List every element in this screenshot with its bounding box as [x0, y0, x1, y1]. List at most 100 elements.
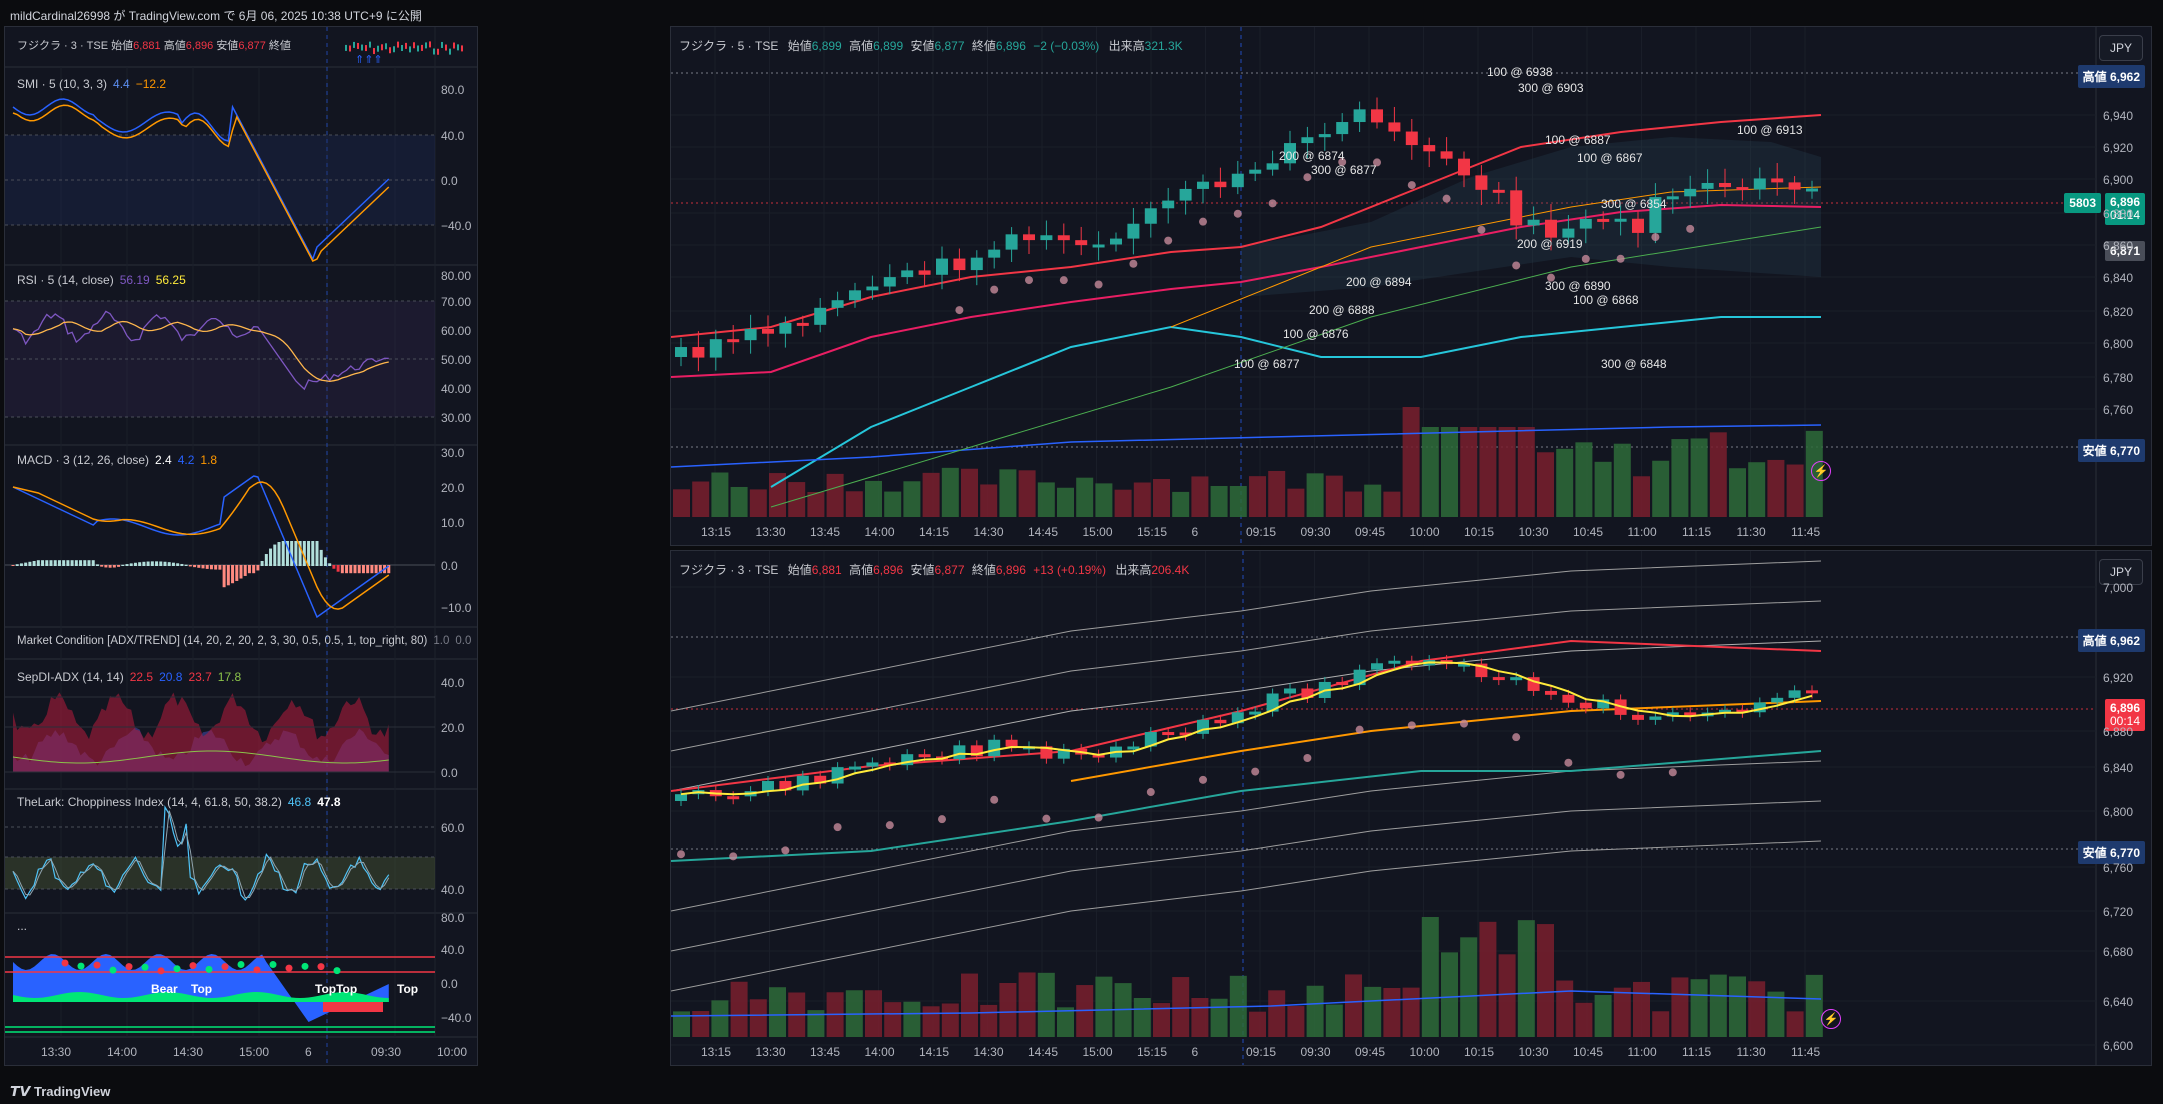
volume-bar — [903, 1001, 921, 1037]
time-label: 10:15 — [1464, 525, 1495, 539]
time-label: 13:45 — [810, 525, 841, 539]
top-currency-button[interactable]: JPY — [2099, 35, 2143, 61]
volume-bar — [1268, 470, 1286, 517]
time-label: 14:30 — [973, 1045, 1004, 1059]
top-chart-panel[interactable]: フジクラ · 5 · TSE 始値6,899 高値6,899 安値6,877 終… — [670, 26, 2152, 546]
last-indicator-legend[interactable]: ... — [17, 919, 27, 933]
candle-body — [1806, 188, 1818, 192]
candle-body — [1753, 178, 1766, 190]
signal-dot — [1564, 758, 1573, 767]
time-label: 6 — [305, 1045, 312, 1059]
bottom-chart-panel[interactable]: フジクラ · 3 · TSE 始値6,881 高値6,896 安値6,877 終… — [670, 550, 2152, 1066]
envelope-line — [671, 600, 1822, 752]
bottom-symbol-legend[interactable]: フジクラ · 3 · TSE 始値6,881 高値6,896 安値6,877 終… — [679, 561, 1189, 578]
macd-histogram-bar — [28, 561, 32, 566]
y-axis-label: 0.0 — [441, 766, 458, 780]
mini-candle — [349, 45, 351, 52]
time-label: 14:45 — [1028, 525, 1059, 539]
time-label: 10:00 — [1409, 1045, 1440, 1059]
sepdi-legend[interactable]: SepDI-ADX (14, 14) 22.5 20.8 23.7 17.8 — [17, 670, 241, 684]
chop-title: TheLark: Choppiness Index (14, 4, 61.8, … — [17, 795, 282, 809]
tradingview-footer: 𝙏𝙑 TradingView — [0, 1076, 2163, 1104]
mini-arrows: ⇑⇑⇑ — [355, 54, 383, 66]
candle-body — [1162, 200, 1175, 209]
macd-histogram-bar — [357, 565, 361, 574]
smi-signal-line — [12, 104, 390, 262]
volume-bar — [1287, 488, 1305, 517]
macd-histogram-bar — [209, 565, 213, 570]
orange-ma-line — [1170, 186, 1822, 328]
signal-dot — [1616, 770, 1625, 779]
volume-bar — [1690, 979, 1708, 1037]
mc-value-1: 1.0 — [433, 635, 450, 647]
signal-dot — [729, 852, 738, 861]
macd-histogram-bar — [336, 565, 340, 572]
bottom-currency-button[interactable]: JPY — [2099, 559, 2143, 585]
macd-histogram-bar — [104, 565, 108, 568]
volume-bar — [1460, 937, 1478, 1037]
signal-dot — [677, 850, 685, 859]
volume-bar — [1690, 438, 1708, 517]
volume-bar — [1402, 987, 1420, 1037]
volume-bar — [1479, 921, 1497, 1037]
macd-histogram-bar — [378, 565, 382, 574]
candle-body — [779, 322, 792, 334]
macd-title: MACD · 3 (12, 26, close) — [17, 453, 150, 467]
mini-candle — [413, 42, 415, 49]
candle-body — [675, 794, 687, 801]
macd-histogram-bar — [328, 563, 332, 566]
y-axis-label: 6,880 — [2103, 207, 2134, 221]
macd-histogram-bar — [159, 561, 163, 566]
mini-candle — [401, 44, 403, 51]
mini-candle — [405, 42, 407, 49]
top-bolt-icon[interactable]: ⚡ — [1811, 461, 1831, 481]
y-axis-label: 6,840 — [2103, 761, 2134, 775]
top-change-value: −2 (−0.03%) — [1033, 39, 1100, 53]
volume-bar — [1421, 427, 1439, 517]
signal-dot — [1686, 224, 1695, 233]
candle-body — [936, 258, 948, 275]
y-axis-label: −40.0 — [441, 219, 472, 233]
signal-dot — [1059, 276, 1068, 285]
chop-legend[interactable]: TheLark: Choppiness Index (14, 4, 61.8, … — [17, 795, 341, 809]
signal-dot — [955, 306, 964, 315]
top-open-value: 6,899 — [811, 39, 842, 53]
macd-histogram-bar — [307, 541, 311, 566]
time-label: 13:30 — [755, 1045, 786, 1059]
signal-dot — [221, 963, 229, 971]
bottom-symbol-label[interactable]: フジクラ · 3 · TSE — [679, 563, 779, 577]
candle-body — [1284, 688, 1296, 694]
rsi-legend[interactable]: RSI · 5 (14, close) 56.19 56.25 — [17, 273, 186, 287]
top-symbol-legend[interactable]: フジクラ · 5 · TSE 始値6,899 高値6,899 安値6,877 終… — [679, 37, 1183, 54]
symbol-label[interactable]: フジクラ · 3 · TSE — [17, 40, 109, 52]
y-axis-label: 80.0 — [441, 911, 465, 925]
candle-body — [762, 781, 774, 792]
macd-histogram-bar — [45, 560, 49, 566]
signal-dot — [885, 821, 894, 830]
macd-histogram-bar — [269, 548, 273, 566]
candle-body — [1788, 182, 1801, 190]
trade-annotation: 100 @ 6876 — [1283, 327, 1349, 341]
rsi-ma-line — [12, 320, 389, 383]
top-symbol-label[interactable]: フジクラ · 5 · TSE — [679, 39, 779, 53]
candle-body — [1545, 690, 1557, 695]
y-axis-label: −10.0 — [441, 601, 472, 615]
mini-candle — [449, 48, 451, 55]
candle-body — [1405, 131, 1418, 146]
macd-legend[interactable]: MACD · 3 (12, 26, close) 2.4 4.2 1.8 — [17, 453, 217, 467]
signal-dot — [109, 966, 117, 974]
bottom-bolt-icon[interactable]: ⚡ — [1821, 1009, 1841, 1029]
left-chart-panel[interactable]: ⇑⇑⇑ フジクラ · 3 · TSE 始値6,881 高値6,896 安値6,8… — [4, 26, 478, 1066]
trade-annotation: 100 @ 6887 — [1545, 133, 1611, 147]
macd-signal-line — [12, 481, 390, 610]
market-condition-legend[interactable]: Market Condition [ADX/TREND] (14, 20, 2,… — [17, 635, 471, 647]
candle-body — [1649, 197, 1662, 233]
top-low-label: 安値 — [910, 39, 935, 53]
trade-annotation: 300 @ 6890 — [1545, 279, 1611, 293]
volume-bar — [1095, 976, 1113, 1037]
smi-legend[interactable]: SMI · 5 (10, 3, 3) 4.4 −12.2 — [17, 77, 166, 91]
candle-body — [1492, 189, 1505, 193]
macd-line — [12, 475, 390, 619]
signal-dot — [1251, 767, 1260, 776]
macd-histogram-bar — [264, 554, 268, 566]
